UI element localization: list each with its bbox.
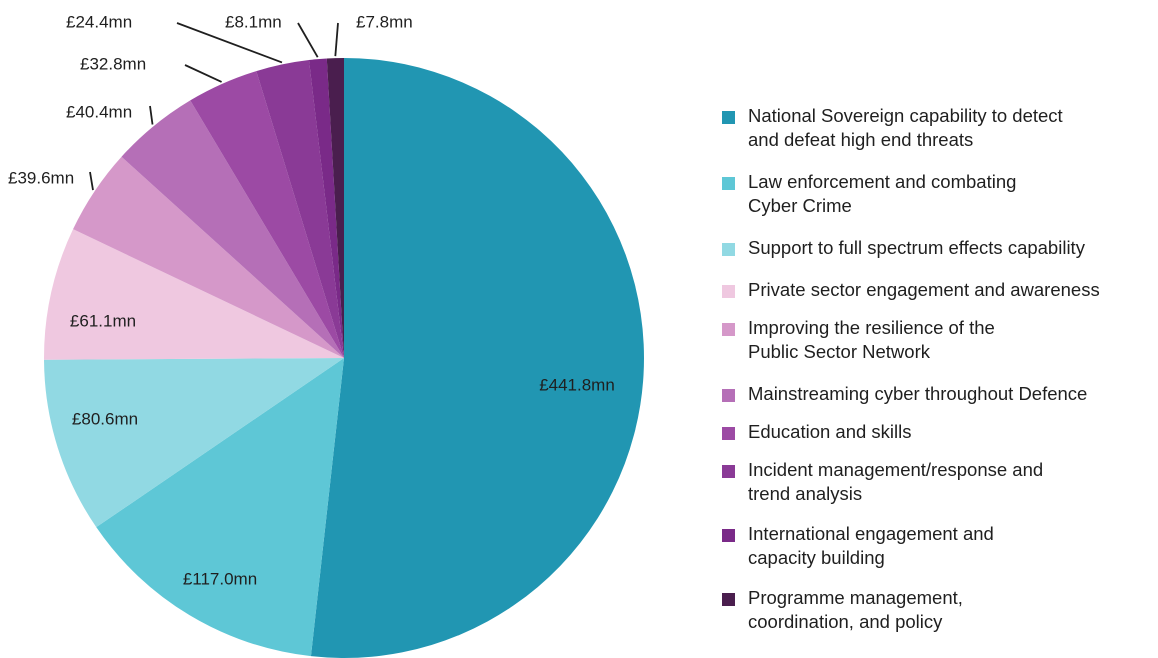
slice-value-label: £24.4mn <box>66 12 132 31</box>
legend-label: Private sector engagement and awareness <box>748 279 1100 300</box>
pie-slice <box>326 58 344 358</box>
legend-swatch <box>722 177 735 190</box>
legend-label: Improving the resilience of the Public S… <box>748 317 995 362</box>
legend-item: Education and skills <box>716 420 1156 444</box>
pie-slice <box>190 71 344 358</box>
legend-swatch <box>722 465 735 478</box>
pie-slice <box>310 58 644 658</box>
callout-leader-line <box>184 64 222 83</box>
slice-value-label: £32.8mn <box>80 54 146 73</box>
legend-item: Incident management/response and trend a… <box>716 458 1156 506</box>
pie-slice <box>121 100 344 358</box>
legend-item: International engagement and capacity bu… <box>716 522 1156 570</box>
legend-label: Education and skills <box>748 421 912 442</box>
legend-item: Law enforcement and combating Cyber Crim… <box>716 170 1156 218</box>
callout-leaders <box>89 22 339 191</box>
slice-value-label: £61.1mn <box>70 311 136 330</box>
legend-swatch <box>722 389 735 402</box>
legend-item: Private sector engagement and awareness <box>716 278 1156 302</box>
slice-value-labels: £441.8mn £117.0mn £80.6mn £61.1mn £39.6mn £40… <box>8 12 615 588</box>
slice-value-label: £39.6mn <box>8 168 74 187</box>
legend-item: Programme management, coordination, and … <box>716 586 1156 634</box>
legend-item: Support to full spectrum effects capabil… <box>716 236 1156 260</box>
legend-label: International engagement and capacity bu… <box>748 523 994 568</box>
legend-label: Programme management, coordination, and … <box>748 587 963 632</box>
legend-swatch <box>722 243 735 256</box>
callout-leader-line <box>334 22 339 57</box>
pie-slice <box>44 229 345 360</box>
legend-item: Improving the resilience of the Public S… <box>716 316 1156 364</box>
legend-swatch <box>722 323 735 336</box>
legend-item: National Sovereign capability to detect … <box>716 104 1156 152</box>
legend-item: Mainstreaming cyber throughout Defence <box>716 382 1156 406</box>
slice-value-label: £80.6mn <box>72 409 138 428</box>
pie-slice <box>308 58 344 358</box>
callout-leader-line <box>149 105 154 125</box>
legend-swatch <box>722 427 735 440</box>
legend-swatch <box>722 529 735 542</box>
legend-label: Mainstreaming cyber throughout Defence <box>748 383 1088 404</box>
pie-slice <box>256 60 344 358</box>
slice-value-label: £7.8mn <box>356 12 413 31</box>
slice-value-label: £8.1mn <box>225 12 282 31</box>
legend: National Sovereign capability to detect … <box>716 104 1156 634</box>
legend-swatch <box>722 111 735 124</box>
callout-leader-line <box>89 171 94 191</box>
pie-slice <box>96 358 344 657</box>
slice-value-label: £441.8mn <box>539 375 615 394</box>
pie-slice <box>44 358 345 528</box>
legend-label: Law enforcement and combating Cyber Crim… <box>748 171 1017 216</box>
pie-slices <box>44 58 644 658</box>
callout-leader-line <box>176 22 283 64</box>
legend-swatch <box>722 593 735 606</box>
legend-swatch <box>722 285 735 298</box>
slice-value-label: £117.0mn <box>183 569 257 588</box>
slice-value-label: £40.4mn <box>66 102 132 121</box>
pie-slice <box>73 156 344 358</box>
legend-label: Support to full spectrum effects capabil… <box>748 237 1085 258</box>
callout-leader-line <box>297 22 319 58</box>
legend-label: National Sovereign capability to detect … <box>748 105 1063 150</box>
legend-label: Incident management/response and trend a… <box>748 459 1044 504</box>
